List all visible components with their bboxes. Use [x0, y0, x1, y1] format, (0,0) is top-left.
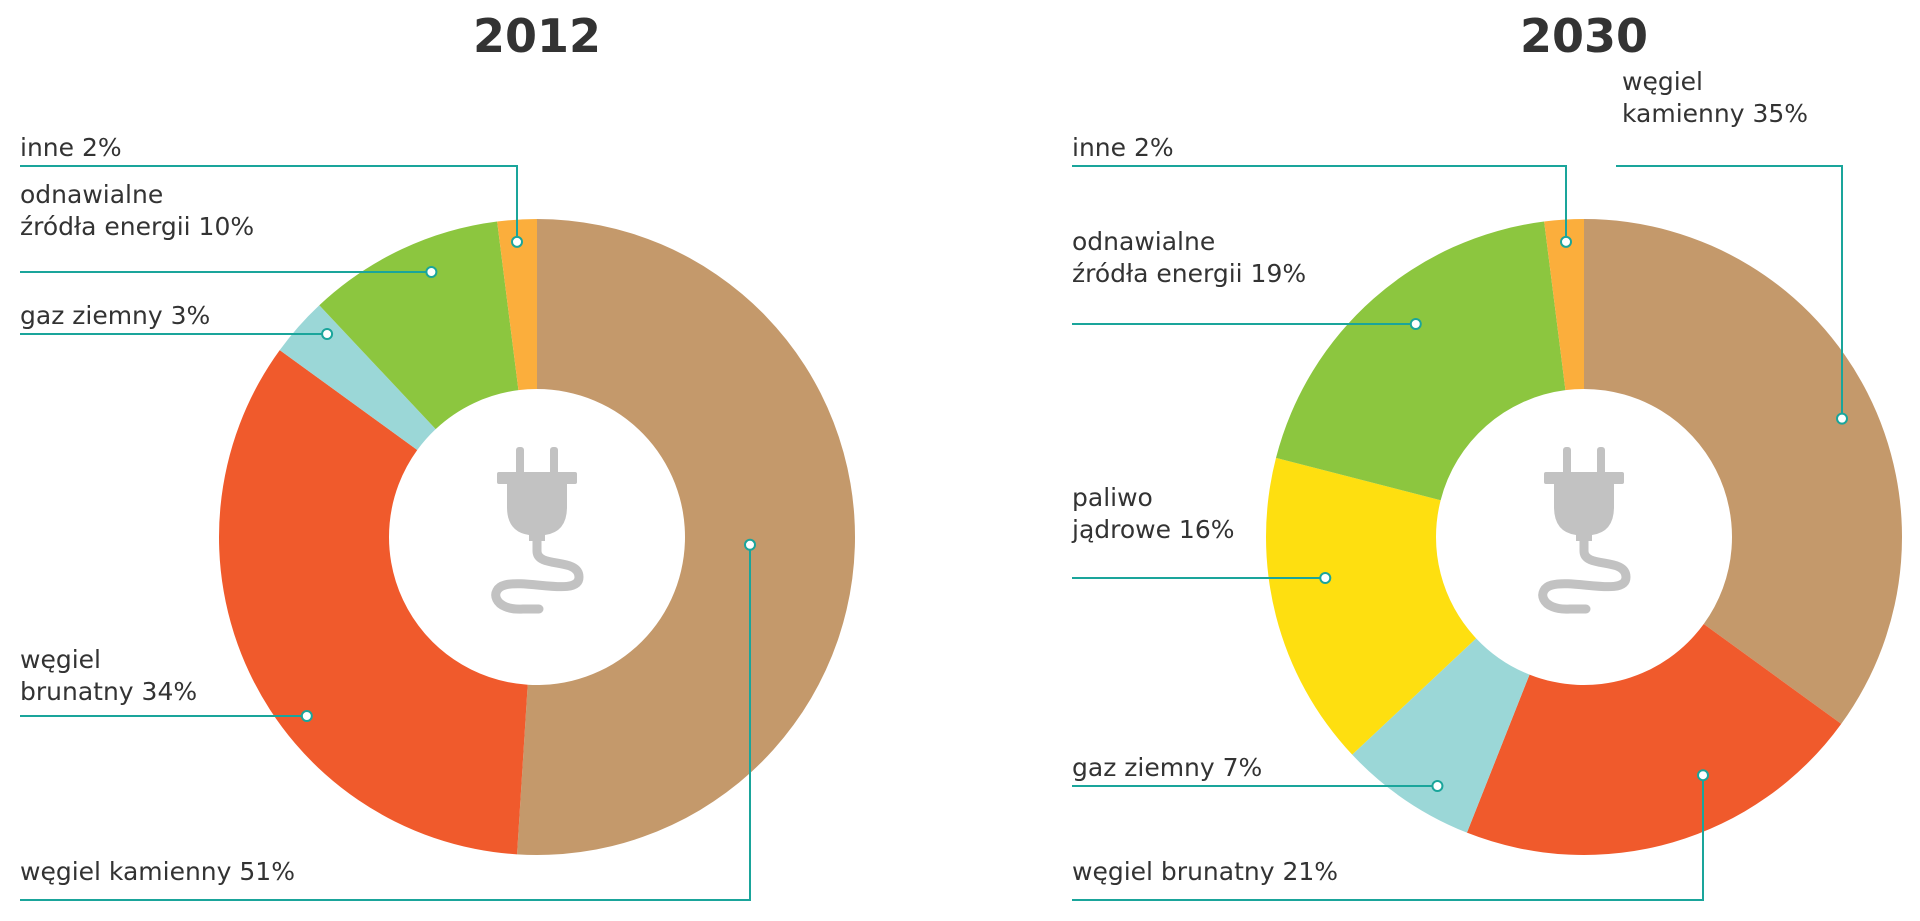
label-line: źródła energii 10%	[20, 212, 254, 241]
label-line: węgiel kamienny 51%	[20, 857, 295, 886]
leader-dot	[1319, 572, 1332, 584]
leader-line	[1616, 165, 1843, 419]
slice-label-odnawialne: odnawialne źródła energii 10%	[20, 180, 438, 278]
leader-dot	[1836, 412, 1848, 425]
label-line: węgiel brunatny 21%	[1072, 857, 1338, 886]
slice-wegiel-brunatny	[219, 350, 528, 855]
leader-dot	[744, 538, 756, 551]
slice-label-paliwo-jadrowe: paliwo jądrowe 16%	[1071, 483, 1332, 584]
label-line: odnawialne	[20, 180, 163, 209]
leader-line	[1072, 165, 1567, 242]
label-line: inne 2%	[1072, 133, 1174, 162]
leader-line	[20, 165, 518, 242]
slice-gaz-ziemny	[1352, 638, 1530, 833]
leader-dot	[1560, 235, 1572, 248]
slice-label-gaz-ziemny: gaz ziemny 7%	[1072, 753, 1444, 792]
slice-label-odnawialne: odnawialne źródła energii 19%	[1072, 227, 1422, 330]
slice-paliwo-jadrowe	[1266, 457, 1477, 755]
label-line: kamienny 35%	[1622, 99, 1808, 128]
slice-wegiel-kamienny	[517, 219, 856, 856]
label-line: jądrowe 16%	[1071, 515, 1235, 544]
slice-odnawialne	[1275, 221, 1566, 501]
leader-dot	[425, 266, 438, 278]
slice-wegiel-kamienny	[1584, 219, 1903, 724]
slice-label-inne: inne 2%	[20, 133, 523, 248]
leader-dot	[1409, 318, 1422, 330]
label-line: paliwo	[1072, 483, 1153, 512]
leader-dot	[300, 710, 313, 722]
slice-label-wegiel-brunatny: węgiel brunatny 21%	[1072, 769, 1709, 901]
label-line: gaz ziemny 3%	[20, 301, 210, 330]
slice-wegiel-brunatny	[1466, 623, 1842, 856]
slice-gaz-ziemny	[279, 305, 436, 451]
slice-label-inne: inne 2%	[1072, 133, 1572, 248]
label-line: gaz ziemny 7%	[1072, 753, 1262, 782]
slice-odnawialne	[319, 221, 519, 430]
donut-chart-2030: 2030 węgiel kamienny 35% węgiel brunatny 21…	[1071, 9, 1903, 901]
plug-icon	[491, 447, 584, 614]
leader-dot	[511, 235, 523, 248]
leader-line	[1072, 775, 1704, 901]
leader-dot	[1697, 769, 1709, 782]
slice-label-gaz-ziemny: gaz ziemny 3%	[20, 301, 334, 340]
label-line: odnawialne	[1072, 227, 1215, 256]
leader-line	[20, 544, 751, 901]
slice-inne	[1544, 219, 1584, 391]
chart-title: 2030	[1520, 9, 1648, 63]
leader-dot	[321, 328, 334, 340]
chart-title: 2012	[473, 9, 601, 63]
slice-label-wegiel-brunatny: węgiel brunatny 34%	[20, 645, 313, 722]
slice-inne	[497, 219, 537, 391]
leader-dot	[1431, 780, 1444, 792]
slice-label-wegiel-kamienny: węgiel kamienny 35%	[1616, 67, 1848, 425]
label-line: inne 2%	[20, 133, 122, 162]
plug-icon	[1538, 447, 1631, 614]
label-line: węgiel	[20, 645, 101, 674]
slice-label-wegiel-kamienny: węgiel kamienny 51%	[20, 538, 756, 901]
label-line: węgiel	[1622, 67, 1703, 96]
label-line: brunatny 34%	[20, 677, 197, 706]
donut-chart-2012: 2012 węgiel kamienny 51% węgiel brunatny 34…	[20, 9, 856, 901]
label-line: źródła energii 19%	[1072, 259, 1306, 288]
